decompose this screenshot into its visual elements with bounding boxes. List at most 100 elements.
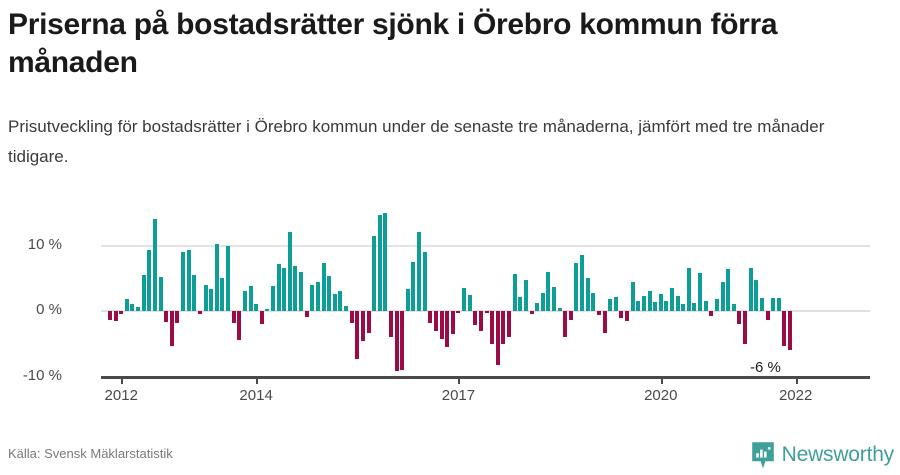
bar[interactable]	[557, 308, 562, 311]
bar[interactable]	[400, 311, 405, 370]
bar[interactable]	[355, 311, 360, 360]
bar[interactable]	[647, 290, 652, 311]
bar[interactable]	[349, 311, 354, 323]
bar[interactable]	[720, 281, 725, 311]
bar[interactable]	[405, 289, 410, 311]
bar[interactable]	[360, 311, 365, 342]
bar[interactable]	[681, 304, 686, 311]
bar[interactable]	[602, 311, 607, 334]
bar[interactable]	[220, 278, 225, 311]
bar[interactable]	[641, 295, 646, 311]
bar[interactable]	[282, 268, 287, 311]
bar[interactable]	[338, 291, 343, 311]
bar[interactable]	[630, 281, 635, 311]
bar[interactable]	[439, 311, 444, 339]
bar[interactable]	[653, 302, 658, 311]
bar[interactable]	[585, 277, 590, 311]
bar[interactable]	[186, 250, 191, 311]
bar[interactable]	[389, 311, 393, 338]
bar[interactable]	[495, 311, 500, 365]
bar[interactable]	[315, 281, 320, 311]
newsworthy-logo[interactable]: Newsworthy	[751, 440, 894, 470]
bar[interactable]	[484, 311, 489, 313]
bar[interactable]	[226, 245, 231, 311]
bar[interactable]	[776, 297, 781, 311]
bar[interactable]	[192, 274, 197, 311]
bar[interactable]	[366, 311, 371, 333]
bar[interactable]	[344, 305, 349, 311]
bar[interactable]	[771, 297, 776, 311]
bar[interactable]	[214, 243, 219, 311]
bar[interactable]	[428, 311, 433, 324]
bar[interactable]	[209, 289, 214, 311]
bar[interactable]	[580, 254, 585, 311]
bar[interactable]	[551, 286, 556, 311]
bar[interactable]	[726, 269, 731, 311]
bar[interactable]	[568, 311, 573, 320]
bar[interactable]	[670, 288, 674, 311]
bar[interactable]	[169, 311, 174, 346]
bar[interactable]	[703, 300, 708, 311]
bar[interactable]	[765, 311, 770, 321]
bar[interactable]	[124, 298, 129, 311]
bar[interactable]	[759, 297, 764, 311]
bar[interactable]	[164, 311, 169, 323]
bar[interactable]	[197, 311, 202, 314]
bar[interactable]	[596, 311, 601, 315]
bar[interactable]	[788, 311, 793, 351]
bar[interactable]	[254, 304, 259, 311]
bar[interactable]	[462, 288, 467, 311]
bar[interactable]	[731, 304, 736, 311]
bar[interactable]	[636, 301, 641, 311]
bar[interactable]	[299, 272, 304, 311]
bar[interactable]	[242, 291, 247, 311]
bar[interactable]	[501, 311, 506, 344]
bar[interactable]	[658, 293, 663, 311]
bar[interactable]	[276, 263, 281, 311]
bar[interactable]	[372, 235, 377, 311]
bar[interactable]	[563, 311, 568, 338]
bar[interactable]	[147, 250, 152, 311]
bar[interactable]	[422, 252, 427, 311]
bar[interactable]	[394, 311, 399, 372]
bar[interactable]	[377, 215, 382, 311]
bar[interactable]	[259, 311, 264, 325]
bar[interactable]	[529, 311, 534, 314]
bar[interactable]	[754, 279, 759, 311]
bar[interactable]	[130, 304, 135, 311]
bar[interactable]	[518, 296, 523, 311]
bar[interactable]	[473, 311, 478, 325]
bar[interactable]	[310, 284, 315, 311]
bar[interactable]	[456, 311, 461, 313]
bar[interactable]	[523, 279, 528, 311]
bar[interactable]	[108, 311, 112, 321]
bar[interactable]	[304, 311, 309, 317]
bar[interactable]	[782, 311, 787, 347]
bar[interactable]	[231, 311, 236, 323]
bar[interactable]	[507, 311, 512, 337]
bar[interactable]	[664, 301, 669, 311]
bar[interactable]	[203, 284, 208, 311]
bar[interactable]	[136, 307, 141, 311]
bar[interactable]	[608, 299, 613, 311]
bar[interactable]	[181, 252, 186, 311]
bar[interactable]	[158, 276, 163, 311]
bar[interactable]	[478, 311, 483, 331]
bar[interactable]	[748, 268, 753, 311]
bar[interactable]	[613, 296, 618, 311]
bar[interactable]	[248, 286, 253, 311]
bar[interactable]	[113, 311, 118, 321]
bar[interactable]	[445, 311, 450, 348]
bar[interactable]	[540, 293, 545, 311]
bar[interactable]	[152, 218, 157, 311]
bar[interactable]	[490, 311, 495, 344]
bar[interactable]	[692, 303, 697, 311]
bar[interactable]	[709, 311, 714, 317]
bar[interactable]	[675, 295, 680, 311]
bar[interactable]	[265, 309, 270, 311]
bar[interactable]	[512, 273, 517, 311]
bar[interactable]	[433, 311, 438, 331]
bar[interactable]	[332, 293, 337, 311]
bar[interactable]	[411, 261, 416, 311]
bar[interactable]	[737, 311, 742, 325]
